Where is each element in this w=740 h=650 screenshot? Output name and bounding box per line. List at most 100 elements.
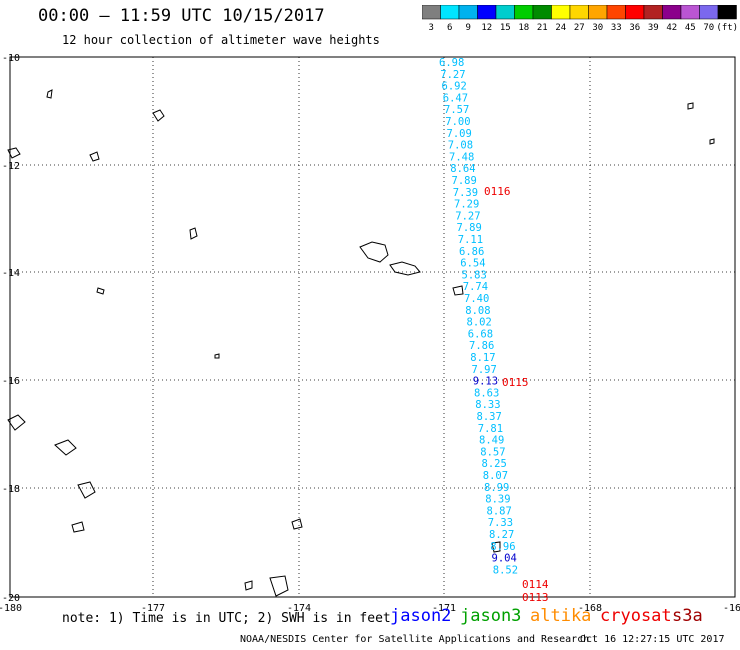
- colorbar-label: 33: [611, 23, 622, 31]
- page-subtitle: 12 hour collection of altimeter wave hei…: [62, 33, 380, 47]
- swh-value: 7.97: [472, 364, 497, 376]
- island-outline: [389, 261, 421, 276]
- swh-value: 8.17: [470, 352, 495, 364]
- colorbar-label: 9: [466, 23, 471, 31]
- swh-value: 7.09: [447, 128, 472, 140]
- y-tick-label: -16: [2, 376, 20, 387]
- swh-value: 9.04: [492, 553, 517, 565]
- colorbar-label: 27: [574, 23, 585, 31]
- island-outline: [491, 541, 501, 553]
- swh-value: 6.68: [468, 328, 493, 340]
- x-tick-label: -174: [287, 603, 311, 614]
- swh-value: 7.29: [454, 199, 479, 211]
- colorbar-label: 3: [429, 23, 434, 31]
- footnote: note: 1) Time is in UTC; 2) SWH is in fe…: [62, 611, 391, 626]
- swh-value: 7.33: [488, 517, 513, 529]
- swh-value: 8.52: [493, 564, 518, 576]
- island-outline: [269, 575, 289, 597]
- swh-value: 8.57: [480, 446, 505, 458]
- y-tick-label: -10: [2, 53, 20, 64]
- swh-value: 7.57: [444, 104, 469, 116]
- island-outline: [214, 353, 220, 359]
- swh-value: 8.99: [484, 482, 509, 494]
- colorbar-label: 42: [666, 23, 677, 31]
- generated-timestamp: Oct 16 12:27:15 UTC 2017: [580, 634, 725, 645]
- island-outline: [687, 102, 694, 110]
- colorbar-label: 30: [592, 23, 603, 31]
- swh-value: 7.39: [453, 187, 478, 199]
- swh-value: 9.13: [473, 376, 498, 388]
- swh-value: 7.40: [464, 293, 489, 305]
- obs-time-label: 0113: [522, 591, 549, 604]
- island-outline: [7, 414, 26, 431]
- swh-value: 6.86: [459, 246, 484, 258]
- legend-jason2: jason2: [390, 606, 452, 626]
- colorbar-label: 6: [447, 23, 452, 31]
- swh-value: 7.89: [457, 222, 482, 234]
- swh-value: 7.27: [440, 69, 465, 81]
- x-tick-label: -171: [432, 603, 456, 614]
- obs-time-label: 0114: [522, 578, 549, 591]
- x-tick-label: -177: [141, 603, 165, 614]
- island-outline: [89, 151, 100, 162]
- swh-value: 6.54: [460, 258, 485, 270]
- colorbar-label: 24: [555, 23, 566, 31]
- x-tick-label: -180: [0, 603, 22, 614]
- colorbar-label: (ft): [716, 23, 738, 31]
- island-outline: [71, 521, 85, 533]
- y-tick-label: -12: [2, 161, 20, 172]
- swh-value: 7.81: [478, 423, 503, 435]
- swh-value: 8.87: [487, 505, 512, 517]
- colorbar-label: 45: [685, 23, 696, 31]
- island-outline: [54, 439, 77, 456]
- swh-value: 8.25: [482, 458, 507, 470]
- obs-time-label: 0116: [484, 185, 511, 198]
- legend-cryosat: cryosat: [600, 606, 672, 626]
- island-outline: [244, 580, 253, 591]
- swh-value: 8.33: [475, 399, 500, 411]
- x-tick-label: -165: [723, 603, 740, 614]
- legend-altika: altika: [530, 606, 592, 626]
- y-tick-label: -20: [2, 593, 20, 604]
- swh-value: 8.96: [490, 541, 515, 553]
- colorbar-label: 70: [703, 23, 714, 31]
- wave-height-map: -180 -177 -174 -171 -168 -165 -10 -12 -14 -16 -18 -…: [0, 53, 740, 614]
- swh-value: 6.47: [443, 92, 468, 104]
- legend-s3a: s3a: [672, 606, 703, 626]
- map-frame: [9, 56, 736, 598]
- colorbar-label: 15: [500, 23, 511, 31]
- swh-value: 7.74: [463, 281, 488, 293]
- colorbar-label: 36: [629, 23, 640, 31]
- swh-value: 8.64: [450, 163, 475, 175]
- page-title: 00:00 — 11:59 UTC 10/15/2017: [38, 6, 325, 26]
- island-outline: [189, 227, 198, 240]
- island-outline: [96, 287, 105, 295]
- legend-jason3: jason3: [460, 606, 522, 626]
- colorbar-label: 39: [648, 23, 659, 31]
- color-scale-legend: 3 6 9 12 15 18 21 24 27 30 33 36 39 42 45 70 (ft): [422, 5, 738, 31]
- y-tick-label: -14: [2, 268, 20, 279]
- swh-value: 8.02: [467, 317, 492, 329]
- swh-value: 6.92: [442, 81, 467, 93]
- colorbar-swatch: [717, 5, 737, 20]
- island-outline: [7, 147, 21, 159]
- island-outline: [709, 138, 715, 145]
- swh-value: 8.37: [477, 411, 502, 423]
- swh-value: 7.48: [449, 151, 474, 163]
- swh-value: 7.89: [452, 175, 477, 187]
- island-outline: [77, 481, 96, 499]
- swh-value: 7.86: [469, 340, 494, 352]
- island-outline: [291, 518, 303, 530]
- swh-value: 8.39: [485, 494, 510, 506]
- swh-value: 7.08: [448, 140, 473, 152]
- swh-value: 7.27: [455, 210, 480, 222]
- swh-value: 7.11: [458, 234, 483, 246]
- swh-value: 8.49: [479, 435, 504, 447]
- y-tick-label: -18: [2, 484, 20, 495]
- swh-value: 8.27: [489, 529, 514, 541]
- swh-value: 8.07: [483, 470, 508, 482]
- colorbar-label: 12: [481, 23, 492, 31]
- swh-value: 7.00: [445, 116, 470, 128]
- credit-line: NOAA/NESDIS Center for Satellite Applica…: [240, 634, 590, 645]
- colorbar-label: 18: [518, 23, 529, 31]
